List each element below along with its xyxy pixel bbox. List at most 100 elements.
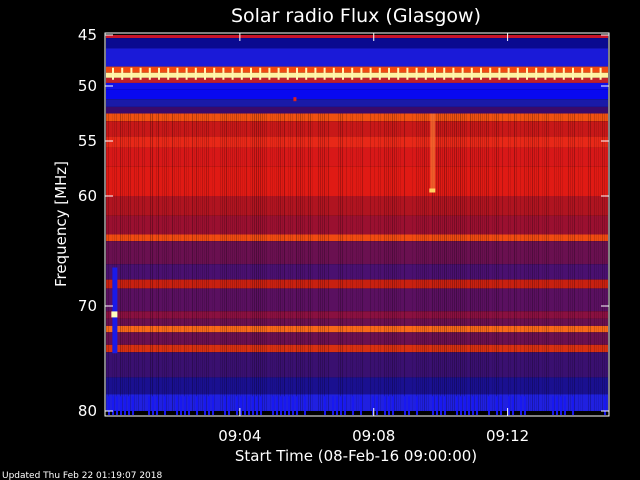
noise-streak <box>556 113 557 411</box>
noise-streak <box>446 113 447 411</box>
noise-streak <box>358 113 359 411</box>
dropout-streak <box>132 396 134 415</box>
periodic-spike <box>194 67 197 80</box>
x-tick-label: 09:08 <box>352 427 395 445</box>
noise-streak <box>458 113 459 411</box>
noise-streak <box>362 113 363 411</box>
dropout-streak <box>240 396 242 415</box>
noise-streak <box>492 113 493 411</box>
periodic-spike <box>268 67 271 80</box>
noise-streak <box>436 113 437 411</box>
periodic-spike <box>305 67 308 80</box>
noise-streak <box>164 113 165 411</box>
periodic-spike <box>314 67 317 80</box>
noise-streak <box>188 113 189 411</box>
noise-streak <box>472 113 473 411</box>
frequency-band <box>106 234 608 242</box>
noise-streak <box>578 113 579 411</box>
dropout-streak <box>244 396 246 415</box>
y-tick-label: 70 <box>78 297 97 315</box>
noise-streak <box>226 113 227 411</box>
noise-streak <box>266 113 267 411</box>
noise-streak <box>136 113 137 411</box>
noise-streak <box>186 113 187 411</box>
noise-streak <box>108 113 109 411</box>
noise-streak <box>138 113 139 411</box>
frequency-band <box>106 377 608 395</box>
noise-streak <box>378 113 379 411</box>
noise-streak <box>174 113 175 411</box>
noise-streak <box>114 113 115 411</box>
noise-streak <box>442 113 443 411</box>
periodic-spike <box>526 67 528 80</box>
noise-streak <box>254 113 255 411</box>
noise-streak <box>388 113 389 411</box>
noise-streak <box>448 113 449 411</box>
dropout-streak <box>280 396 282 415</box>
noise-streak <box>150 113 151 411</box>
noise-streak <box>340 113 341 411</box>
dropout-streak <box>176 396 178 415</box>
noise-streak <box>178 113 179 411</box>
noise-streak <box>304 113 305 411</box>
periodic-spike <box>581 67 584 80</box>
burst-column <box>430 113 436 191</box>
noise-streak <box>360 113 361 411</box>
noise-streak <box>558 113 559 411</box>
noise-streak <box>144 113 145 411</box>
noise-streak <box>380 113 381 411</box>
periodic-spike <box>231 67 234 80</box>
dropout-streak <box>208 396 210 415</box>
noise-streak <box>600 113 601 411</box>
noise-streak <box>400 113 401 411</box>
noise-streak <box>328 113 329 411</box>
dropout-streak <box>284 396 286 415</box>
noise-streak <box>570 113 571 411</box>
noise-streak <box>262 113 263 411</box>
noise-streak <box>310 113 311 411</box>
frequency-band <box>106 77 608 83</box>
frequency-band <box>106 288 608 312</box>
noise-streak <box>350 113 351 411</box>
noise-streak <box>428 113 429 411</box>
noise-streak <box>202 113 203 411</box>
noise-streak <box>474 113 475 411</box>
noise-streak <box>192 113 193 411</box>
noise-streak <box>134 113 135 411</box>
dropout-streak <box>472 396 474 415</box>
noise-streak <box>486 113 487 411</box>
periodic-spike <box>434 67 436 80</box>
noise-streak <box>530 113 531 411</box>
periodic-spike <box>277 67 280 80</box>
periodic-spike <box>498 67 501 80</box>
noise-streak <box>554 113 555 411</box>
frequency-band <box>106 332 608 345</box>
dropout-streak <box>196 396 198 415</box>
y-tick-label: 60 <box>78 187 97 205</box>
noise-streak <box>524 113 525 411</box>
noise-streak <box>602 113 603 411</box>
frequency-band <box>106 264 608 280</box>
noise-streak <box>568 113 569 411</box>
periodic-spike <box>332 67 335 80</box>
dropout-streak <box>292 396 294 415</box>
noise-streak <box>292 113 293 411</box>
dropout-streak <box>276 396 278 415</box>
noise-streak <box>232 113 233 411</box>
dropout-streak <box>560 396 562 415</box>
dropout-streak <box>116 396 118 415</box>
frequency-band <box>106 106 608 114</box>
plot-area <box>106 35 608 411</box>
noise-streak <box>460 113 461 411</box>
frequency-band <box>106 99 608 107</box>
noise-streak <box>594 113 595 411</box>
frequency-band <box>106 82 608 90</box>
dropout-streak <box>520 396 522 415</box>
periodic-spike <box>240 67 243 80</box>
frequency-band <box>106 35 608 39</box>
noise-streak <box>166 113 167 411</box>
noise-streak <box>302 113 303 411</box>
left-strip <box>112 267 118 354</box>
dropout-streak <box>552 396 554 415</box>
dropout-streak <box>476 396 478 415</box>
